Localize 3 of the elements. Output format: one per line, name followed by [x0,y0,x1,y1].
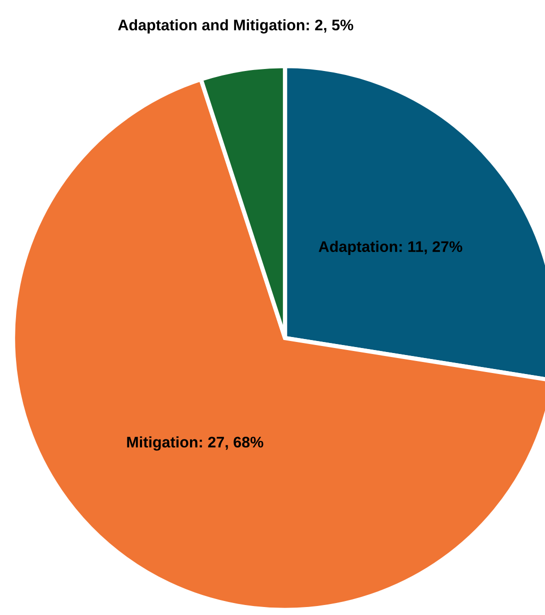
slice-label: Adaptation: 11, 27% [318,240,462,256]
slice-label: Adaptation and Mitigation: 2, 5% [118,19,354,34]
slice-label: Mitigation: 27, 68% [127,436,264,451]
